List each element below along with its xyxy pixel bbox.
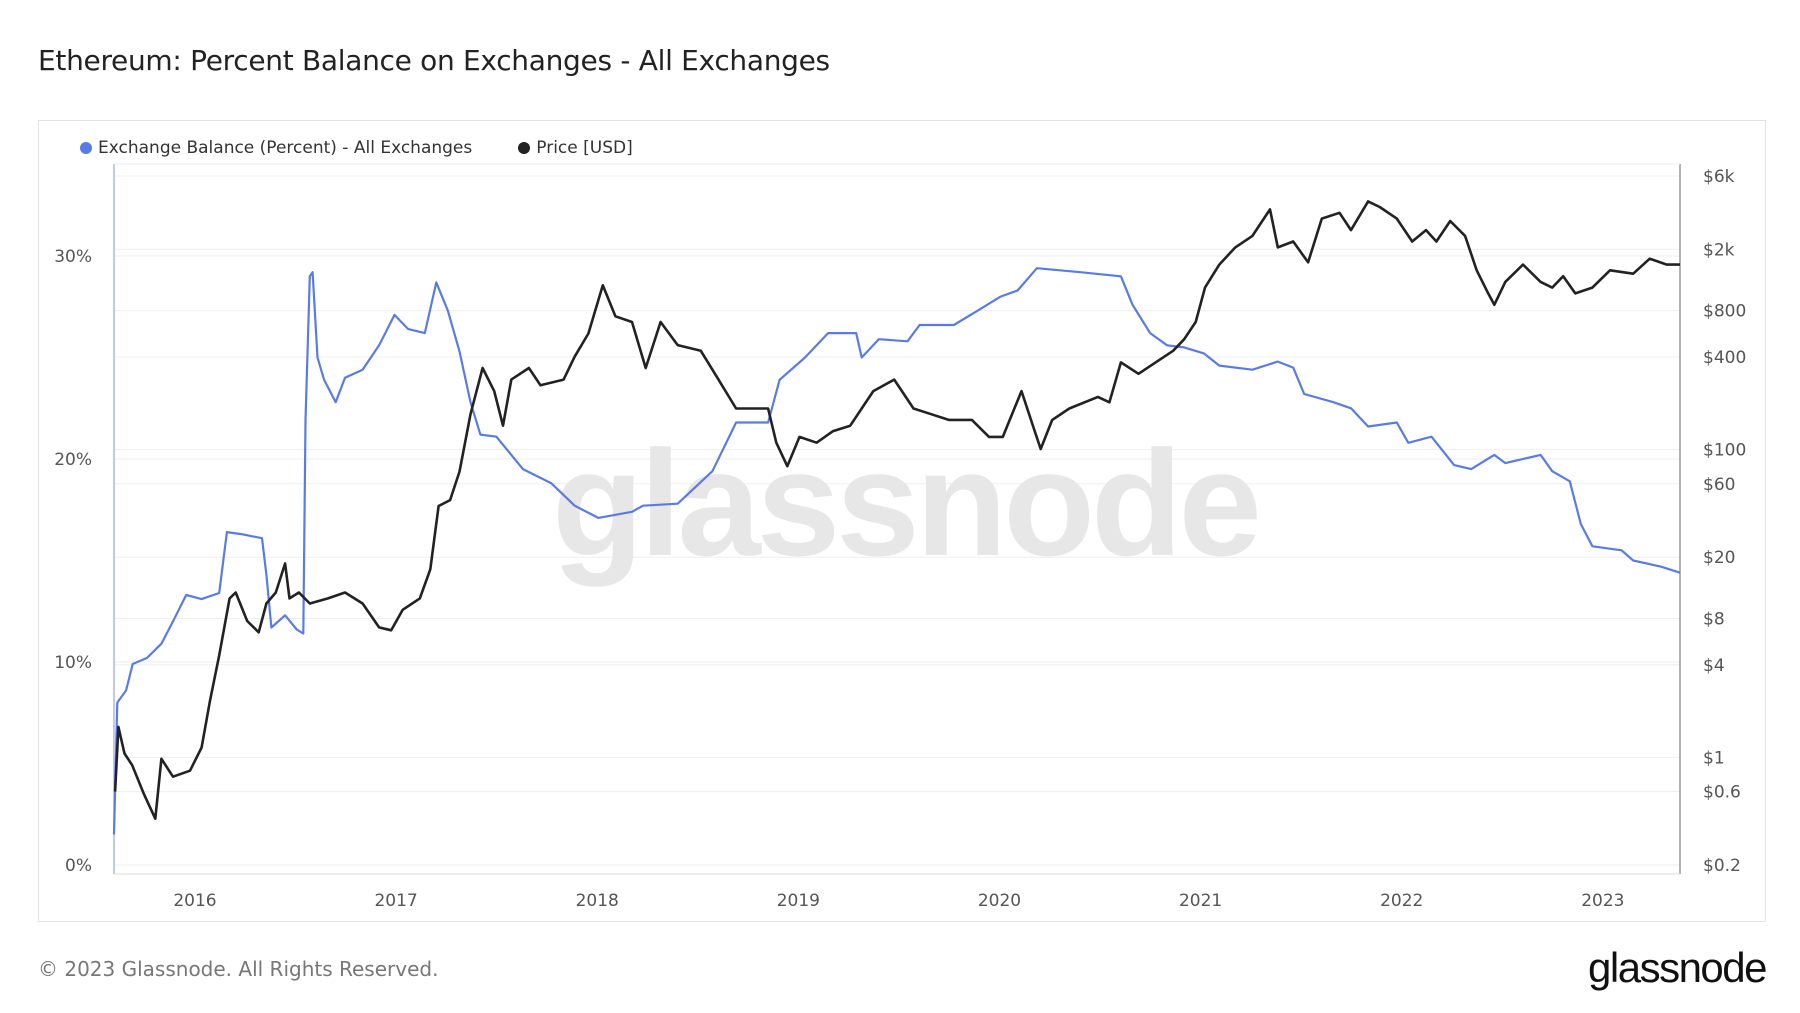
y-left-tick-label: 0% [65,856,92,876]
price-line [113,200,1680,820]
glassnode-logo: glassnode [1588,944,1767,991]
gridlines [114,175,1680,866]
y-right-tick-label: $6k [1703,167,1735,187]
legend-label: Exchange Balance (Percent) - All Exchang… [98,138,473,158]
y-left-tick-label: 30% [54,247,92,267]
watermark: glassnode [552,419,1258,587]
legend: Exchange Balance (Percent) - All Exchang… [80,138,633,158]
y-right-tick-label: $0.2 [1703,856,1741,876]
x-tick-label: 2016 [173,891,216,911]
y-right-tick-label: $4 [1703,656,1725,676]
y-right-tick-label: $60 [1703,475,1735,495]
y-right-tick-label: $800 [1703,302,1746,322]
legend-label: Price [USD] [536,138,633,158]
x-tick-label: 2018 [576,891,619,911]
chart-card [38,120,1766,922]
x-tick-label: 2020 [978,891,1021,911]
x-tick-label: 2023 [1581,891,1624,911]
legend-dot-icon [80,142,92,154]
copyright: © 2023 Glassnode. All Rights Reserved. [38,957,439,981]
legend-dot-icon [518,142,531,154]
chart-title: Ethereum: Percent Balance on Exchanges -… [38,44,830,77]
y-left-tick-label: 10% [54,653,92,673]
y-right-tick-label: $0.6 [1703,783,1741,803]
x-tick-label: 2021 [1179,891,1222,911]
legend-item-exchange-balance[interactable]: Exchange Balance (Percent) - All Exchang… [80,138,472,158]
legend-item-price[interactable]: Price [USD] [518,138,633,158]
y-right-tick-label: $20 [1703,548,1735,568]
x-tick-label: 2019 [777,891,820,911]
x-tick-label: 2022 [1380,891,1423,911]
y-right-tick-label: $2k [1703,240,1735,260]
y-left-tick-label: 20% [54,450,92,470]
y-right-tick-label: $8 [1703,609,1725,629]
y-right-tick-label: $400 [1703,348,1746,368]
y-right-tick-label: $100 [1703,441,1746,461]
exchange-balance-line [112,267,1681,835]
y-right-tick-label: $1 [1703,748,1725,768]
x-tick-label: 2017 [374,891,417,911]
